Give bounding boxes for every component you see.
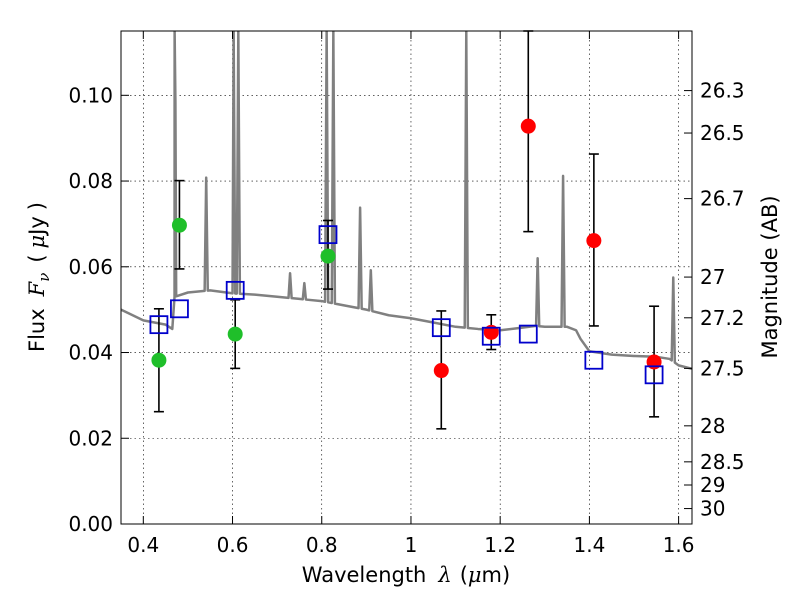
- x-axis-title-unit-mu: μ: [468, 563, 482, 587]
- y2-tick-label: 27: [700, 265, 725, 289]
- y-axis-title-symbol-sub: ν: [35, 273, 53, 282]
- y2-tick-label: 28: [700, 414, 725, 438]
- x-tick-label: 1.6: [663, 533, 695, 557]
- y-tick-label: 0.08: [68, 169, 113, 193]
- y2-tick-label: 27.2: [700, 306, 745, 330]
- gridlines: [121, 31, 692, 525]
- y2-tick-label: 29: [700, 473, 725, 497]
- x-tick-label: 1: [405, 533, 418, 557]
- x-axis-title-text: Wavelength: [302, 563, 427, 587]
- red-detections-point: [433, 363, 449, 379]
- x-tick-label: 0.4: [127, 533, 159, 557]
- green-detections-point: [151, 352, 167, 368]
- model-spectrum-line: [121, 31, 692, 371]
- green-detections-point: [171, 217, 187, 233]
- y-axis-title-unit-close: ): [25, 202, 49, 210]
- red-detections-point: [520, 118, 536, 134]
- y-axis-title-symbol: F: [25, 280, 49, 297]
- model-photometry-point: [318, 225, 338, 245]
- model-spectrum: [121, 31, 692, 371]
- red-detections-point: [586, 233, 602, 249]
- x-axis-title-unit-rest: m): [482, 563, 511, 587]
- y2-tick-label: 26.5: [700, 121, 745, 145]
- model-photometry-point: [170, 299, 189, 319]
- model-photometry-point: [225, 280, 245, 300]
- y-axis-title-unit-mu: μ: [25, 235, 49, 249]
- y2-tick-label: 28.5: [700, 450, 745, 474]
- x-axis-title-unit-open: (: [460, 563, 468, 587]
- green-detections-point: [227, 326, 243, 342]
- y2-tick-label: 26.7: [700, 187, 745, 211]
- x-tick-label: 1.4: [573, 533, 605, 557]
- y2-tick-label: 30: [700, 497, 725, 521]
- model-photometry-point: [481, 326, 501, 346]
- y-tick-label: 0.10: [68, 83, 113, 107]
- x-axis-title-symbol: λ: [437, 563, 451, 587]
- data-markers: [149, 118, 664, 385]
- model-photometry-point: [584, 350, 604, 370]
- x-axis-title: Wavelength λ (μm): [302, 563, 510, 587]
- y-axis-title: Flux Fν ( μJy): [25, 202, 53, 352]
- x-tick-label: 0.6: [217, 533, 249, 557]
- y-tick-label: 0.02: [68, 426, 113, 450]
- y-axis-title-unit-rest: Jy: [25, 216, 49, 237]
- y-tick-label: 0.00: [68, 512, 113, 536]
- model-photometry-point: [431, 318, 451, 338]
- y2-tick-label: 26.3: [700, 79, 745, 103]
- y2-axis-title: Magnitude (AB): [758, 195, 782, 358]
- axis-ticks: 0.4 0.6 0.8 1 1.2 1.4 1.6 0.00 0.02 0.04 0.06 0.08 0…: [68, 31, 745, 557]
- green-detections-point: [320, 248, 336, 264]
- error-bars: [153, 30, 660, 430]
- model-photometry-point: [644, 365, 664, 385]
- y-axis-title-unit-open: (: [25, 254, 49, 262]
- model-photometry-point: [518, 324, 538, 344]
- y-tick-label: 0.04: [68, 341, 113, 365]
- x-tick-label: 1.2: [484, 533, 516, 557]
- y-tick-label: 0.06: [68, 255, 113, 279]
- x-tick-label: 0.8: [306, 533, 338, 557]
- y-axis-title-text: Flux: [25, 308, 49, 352]
- model-photometry-point: [149, 315, 169, 335]
- y2-tick-label: 27.5: [700, 356, 745, 380]
